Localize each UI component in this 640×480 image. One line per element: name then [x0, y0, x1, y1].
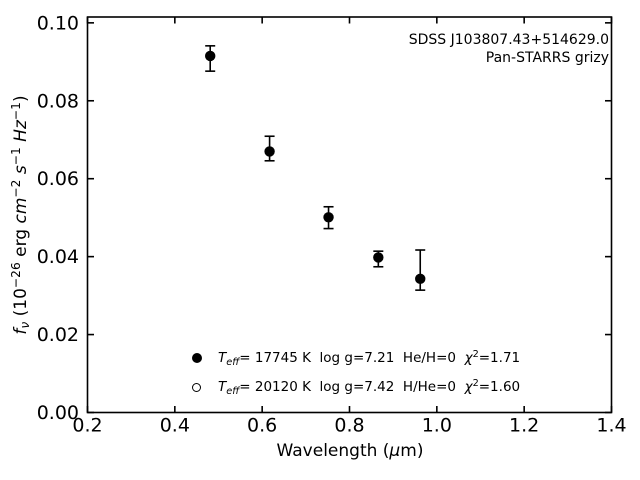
data-point-marker [323, 212, 334, 223]
x-tick-label: 0.8 [334, 415, 364, 437]
y-tick-label: 0.00 [37, 402, 79, 424]
annotation-line-1: SDSS J103807.43+514629.0 [408, 32, 609, 48]
x-tick-label: 0.6 [247, 415, 277, 437]
x-tick-label: 1.4 [596, 415, 626, 437]
y-tick-label: 0.06 [37, 168, 79, 190]
legend-entry-model-1: Teff= 17745 K log g=7.21 He/H=0 χ2=1.71 [192, 349, 521, 368]
x-tick-label: 0.2 [72, 415, 102, 437]
x-tick-label: 0.4 [160, 415, 190, 437]
x-tick-label: 1.0 [422, 415, 452, 437]
legend-entry-model-2: Teff= 20120 K log g=7.42 H/He=0 χ2=1.60 [192, 378, 521, 397]
y-tick-label: 0.02 [37, 324, 79, 346]
x-tick-label: 1.2 [509, 415, 539, 437]
data-point-marker [264, 146, 275, 157]
legend-text-model-2: Teff= 20120 K log g=7.42 H/He=0 χ2=1.60 [218, 378, 521, 397]
data-point-marker [373, 252, 384, 263]
x-axis-label: Wavelength (μm) [276, 441, 424, 461]
legend-text-model-1: Teff= 17745 K log g=7.21 He/H=0 χ2=1.71 [218, 349, 521, 368]
y-axis-label: fν (10−26 erg cm−2 s−1 Hz−1) [8, 95, 33, 335]
y-tick-label: 0.10 [37, 12, 79, 34]
y-tick-label: 0.08 [37, 90, 79, 112]
data-point-marker [205, 50, 216, 62]
annotation-line-2: Pan-STARRS grizy [485, 50, 609, 66]
open-circle-icon [192, 382, 201, 392]
annotation: SDSS J103807.43+514629.0 Pan-STARRS grizy [409, 31, 609, 67]
y-tick-label: 0.04 [37, 246, 79, 268]
filled-circle-icon [192, 353, 202, 363]
data-point-marker [415, 273, 426, 285]
